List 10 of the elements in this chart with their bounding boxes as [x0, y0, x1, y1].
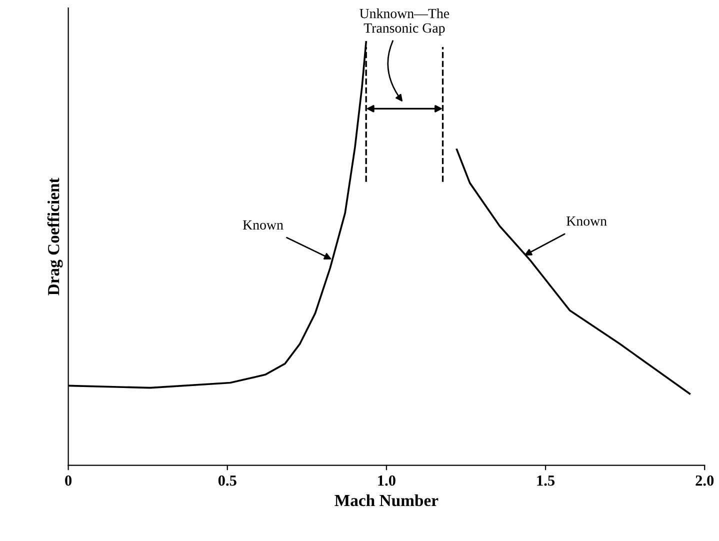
x-tick-label: 0	[65, 475, 72, 486]
y-axis-title: Drag Coefficient	[47, 178, 63, 296]
text: Unknown—The Transonic Gap	[360, 8, 450, 36]
x-axis-title: Mach Number	[334, 494, 438, 506]
annotation: Known	[566, 216, 607, 226]
x-tick-label: 0.5	[218, 475, 236, 486]
x-tick-label: 1.0	[378, 475, 396, 486]
annotation: Known	[242, 220, 284, 230]
x-tick-label: 2.0	[696, 475, 714, 486]
x-tick-label: 1.5	[537, 476, 555, 486]
